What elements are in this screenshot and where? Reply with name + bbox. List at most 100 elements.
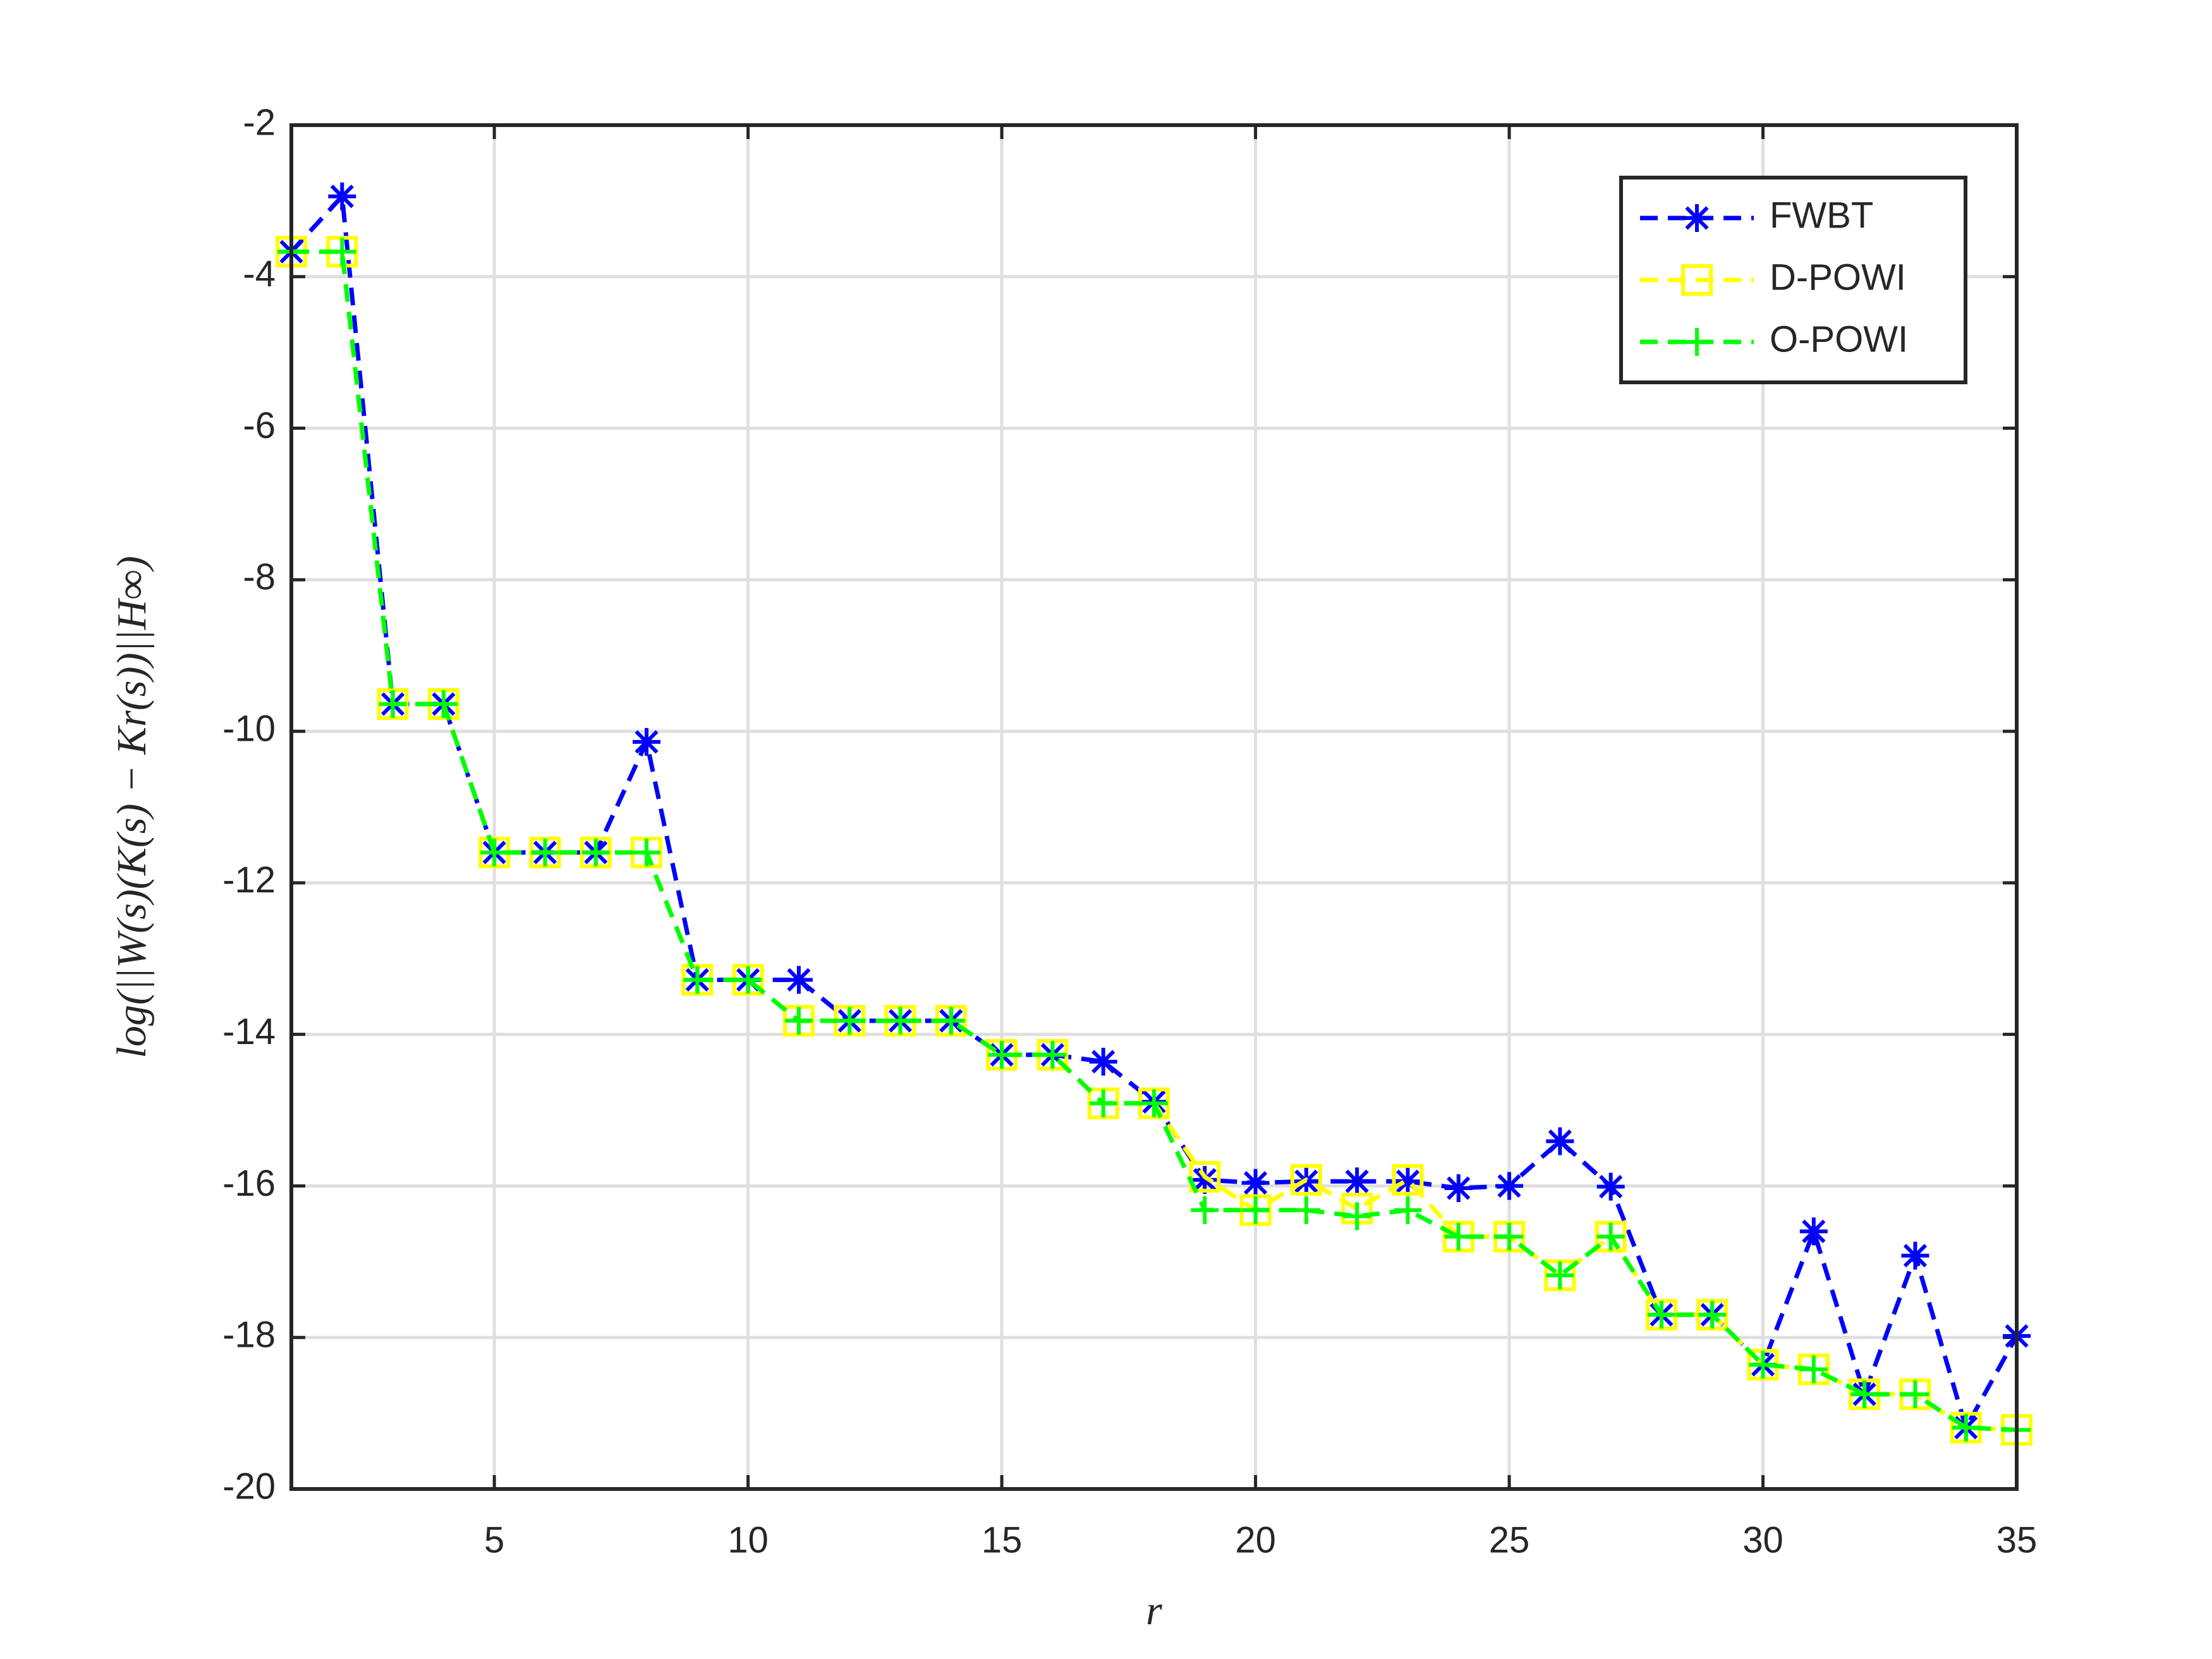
y-tick-label: -10 xyxy=(222,708,276,749)
data-point xyxy=(1850,1380,1879,1409)
data-point xyxy=(1799,1355,1828,1383)
data-point xyxy=(782,1005,815,1037)
data-point xyxy=(1038,1041,1067,1069)
data-point xyxy=(276,236,307,268)
x-tick-label: 10 xyxy=(727,1519,769,1560)
data-point xyxy=(935,1005,967,1037)
data-point xyxy=(1595,1220,1627,1253)
data-point xyxy=(1901,1380,1929,1409)
data-point xyxy=(1138,1087,1170,1119)
data-point xyxy=(581,838,610,866)
data-point xyxy=(681,964,714,996)
data-point xyxy=(529,836,561,868)
data-point xyxy=(1952,1413,1980,1442)
data-point xyxy=(1950,1411,1982,1443)
data-point xyxy=(429,690,458,718)
data-point xyxy=(631,836,663,868)
y-tick-label: -18 xyxy=(222,1315,276,1356)
data-point xyxy=(2001,1414,2033,1446)
data-point xyxy=(1241,1169,1270,1197)
x-tick-label: 30 xyxy=(1742,1519,1784,1560)
data-point xyxy=(1444,1174,1473,1203)
data-point xyxy=(834,1005,866,1037)
x-tick-label: 15 xyxy=(981,1519,1023,1560)
data-point xyxy=(379,690,407,718)
data-point xyxy=(326,236,358,268)
data-point xyxy=(1191,1196,1219,1224)
x-tick-label: 25 xyxy=(1489,1519,1530,1560)
data-point xyxy=(1442,1220,1474,1253)
data-point xyxy=(478,836,511,868)
data-point xyxy=(1899,1378,1931,1411)
data-point xyxy=(1645,1299,1677,1331)
legend-label: FWBT xyxy=(1770,195,1873,236)
data-point xyxy=(1749,1351,1777,1379)
data-point xyxy=(1596,1222,1625,1251)
y-axis-label: log(||W(s)(K(s) − Kr(s))||H∞) xyxy=(109,556,155,1059)
data-point xyxy=(1444,1222,1473,1251)
data-point xyxy=(734,966,762,994)
data-point xyxy=(427,688,459,720)
data-point xyxy=(988,1041,1016,1069)
data-point xyxy=(1241,1196,1270,1224)
data-point xyxy=(1392,1164,1424,1196)
data-point xyxy=(1089,1089,1117,1117)
data-point xyxy=(633,838,661,866)
data-point xyxy=(1799,1217,1828,1246)
data-point xyxy=(377,688,409,720)
y-tick-label: -20 xyxy=(222,1466,276,1507)
legend-marker xyxy=(1683,328,1711,356)
y-tick-label: -16 xyxy=(222,1163,276,1204)
data-point xyxy=(1849,1378,1881,1411)
y-tick-label: -12 xyxy=(222,860,276,901)
data-point xyxy=(1797,1353,1830,1385)
data-point xyxy=(1239,1194,1272,1226)
data-point xyxy=(1343,1167,1371,1196)
data-point xyxy=(784,1007,813,1035)
data-point xyxy=(836,1007,864,1035)
y-tick-label: -2 xyxy=(243,102,276,143)
y-tick-label: -8 xyxy=(243,557,276,598)
y-tick-label: -4 xyxy=(243,253,276,295)
data-point xyxy=(1495,1222,1524,1251)
y-tick-label: -6 xyxy=(243,405,276,446)
legend-label: O-POWI xyxy=(1770,319,1908,360)
data-point xyxy=(1343,1202,1371,1231)
data-point xyxy=(1290,1164,1322,1196)
data-point xyxy=(1546,1127,1574,1155)
data-point xyxy=(884,1005,916,1037)
data-point xyxy=(1191,1165,1219,1194)
x-axis-label: r xyxy=(1146,1588,1162,1634)
data-point xyxy=(683,966,712,994)
data-point xyxy=(1089,1047,1117,1076)
data-point xyxy=(1647,1301,1675,1329)
data-point xyxy=(1596,1172,1625,1201)
data-point xyxy=(937,1007,965,1035)
data-point xyxy=(986,1039,1018,1071)
data-point xyxy=(1546,1261,1574,1289)
legend-marker xyxy=(1681,264,1713,296)
data-point xyxy=(1292,1196,1320,1224)
data-point xyxy=(1495,1172,1524,1200)
plot-frame xyxy=(289,123,2019,1491)
data-point xyxy=(1087,1087,1119,1119)
y-tick-label: -14 xyxy=(222,1011,276,1052)
data-point xyxy=(1140,1089,1168,1117)
data-point xyxy=(580,836,612,868)
data-point xyxy=(1698,1301,1727,1329)
x-tick-label: 20 xyxy=(1235,1519,1276,1560)
data-point xyxy=(784,966,813,994)
x-tick-label: 35 xyxy=(1996,1519,2038,1560)
data-point xyxy=(1493,1220,1526,1253)
data-point xyxy=(531,838,559,866)
data-point xyxy=(886,1007,915,1035)
data-point xyxy=(1394,1196,1422,1224)
legend-marker xyxy=(1683,204,1711,232)
data-point xyxy=(480,838,509,866)
data-point xyxy=(1901,1241,1929,1270)
data-point xyxy=(1747,1349,1779,1381)
x-tick-label: 5 xyxy=(484,1519,504,1560)
data-point xyxy=(328,182,356,210)
legend-label: D-POWI xyxy=(1770,257,1906,298)
